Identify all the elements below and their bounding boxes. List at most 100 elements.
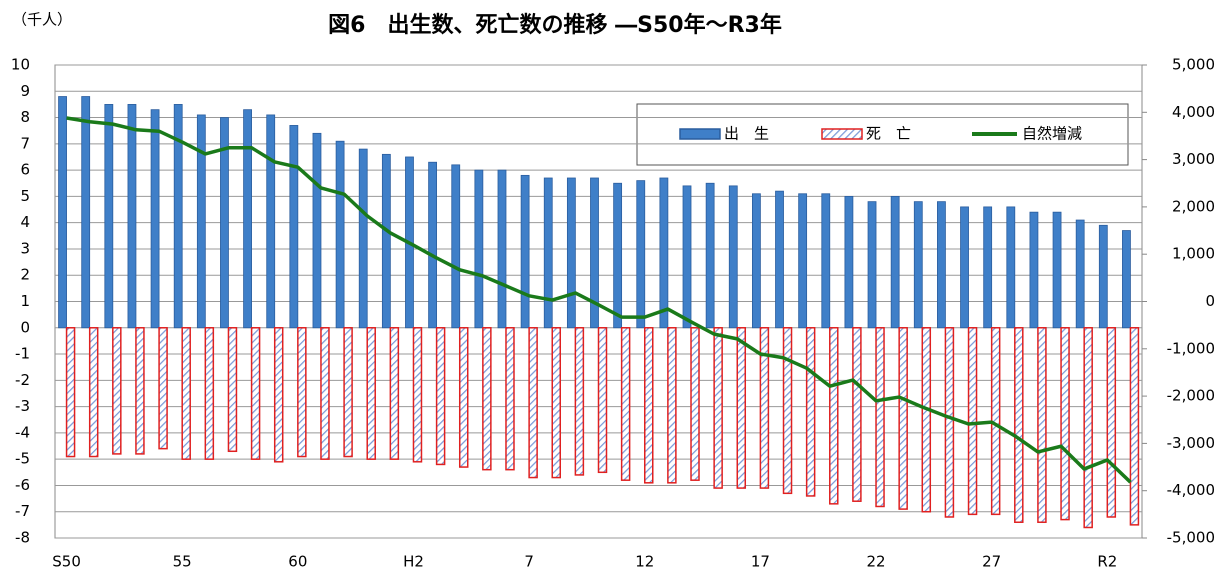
y-tick-label: 7 xyxy=(20,134,30,152)
bar xyxy=(320,327,330,460)
bar xyxy=(967,327,978,516)
bar xyxy=(474,169,484,329)
bar xyxy=(104,104,114,329)
bar xyxy=(566,177,576,329)
x-tick-label: 7 xyxy=(524,553,534,571)
bar xyxy=(127,104,137,329)
bar xyxy=(65,327,76,458)
y-tick-label: 1 xyxy=(20,292,30,310)
bar xyxy=(528,327,538,479)
bar xyxy=(805,327,816,497)
legend-label: 出 生 xyxy=(724,125,769,143)
x-tick-label: 60 xyxy=(288,553,307,571)
bar xyxy=(829,327,839,505)
bar xyxy=(266,114,276,329)
y2-tick-label: 4,000 xyxy=(1172,103,1215,121)
chart-title: 図6 出生数、死亡数の推移 ―S50年～R3年 xyxy=(328,12,782,38)
bar xyxy=(1037,327,1047,523)
bar xyxy=(412,327,423,463)
bar xyxy=(173,104,183,329)
y-tick-label: 4 xyxy=(20,213,30,231)
bar xyxy=(574,327,585,476)
y-axis-label: （千人） xyxy=(12,11,72,29)
bar xyxy=(759,327,770,489)
bar xyxy=(543,177,553,329)
bar xyxy=(620,327,631,481)
bar xyxy=(158,327,168,450)
bar xyxy=(1083,327,1093,529)
y-tick-label: 9 xyxy=(20,82,30,100)
line xyxy=(66,116,1132,484)
y2-tick-label: 0 xyxy=(1205,292,1215,310)
bar xyxy=(775,190,784,329)
bar xyxy=(682,185,692,329)
x-tick-label: S50 xyxy=(52,553,81,571)
bar xyxy=(482,327,492,471)
y2-tick-label: 3,000 xyxy=(1172,150,1215,168)
bar xyxy=(890,195,900,329)
bar xyxy=(381,153,391,329)
y-tick-label: -7 xyxy=(15,502,30,520)
y2-tick-label: -3,000 xyxy=(1167,434,1215,452)
y-tick-label: -3 xyxy=(15,397,30,415)
y2-tick-label: -2,000 xyxy=(1167,387,1215,405)
y2-tick-label: -1,000 xyxy=(1167,339,1215,357)
y-tick-label: -6 xyxy=(15,476,30,494)
bar xyxy=(243,109,252,329)
bar xyxy=(1098,224,1108,329)
bar xyxy=(844,195,854,329)
bar xyxy=(590,177,599,329)
x-tick-label: 12 xyxy=(635,553,654,571)
bar xyxy=(505,327,515,471)
bar xyxy=(613,182,623,329)
bar xyxy=(366,327,376,460)
y2-tick-label: 2,000 xyxy=(1172,197,1215,215)
bar xyxy=(852,327,862,502)
legend-swatch xyxy=(679,128,721,140)
bar xyxy=(1029,211,1039,329)
y-tick-label: 8 xyxy=(20,108,30,126)
bar xyxy=(960,206,969,329)
bar xyxy=(1106,327,1117,518)
bar xyxy=(297,327,307,458)
bar xyxy=(1006,206,1016,329)
bar xyxy=(798,193,808,329)
y2-tick-label: 1,000 xyxy=(1172,245,1215,263)
bar xyxy=(112,327,122,455)
y2-tick-label: -5,000 xyxy=(1167,529,1215,547)
bar xyxy=(458,327,469,468)
bar xyxy=(751,193,761,329)
bar xyxy=(181,327,191,460)
bar xyxy=(983,206,993,329)
bar xyxy=(913,201,923,329)
bar xyxy=(1052,211,1062,329)
x-tick-label: H2 xyxy=(403,553,424,571)
bar xyxy=(389,327,400,460)
bar xyxy=(227,327,238,453)
bar xyxy=(782,327,793,495)
bar xyxy=(135,327,145,455)
bar xyxy=(937,201,946,329)
bar xyxy=(1060,327,1070,521)
y-tick-label: -1 xyxy=(15,345,30,363)
bar xyxy=(713,327,723,489)
bar xyxy=(150,109,160,329)
y-tick-label: 2 xyxy=(20,266,30,284)
y-tick-label: -2 xyxy=(15,371,30,389)
bar xyxy=(597,327,608,474)
y2-tick-label: -4,000 xyxy=(1167,481,1215,499)
y-tick-label: 0 xyxy=(20,318,30,336)
x-tick-label: 22 xyxy=(866,553,885,571)
bar xyxy=(88,327,99,458)
legend-swatch xyxy=(821,128,863,140)
y-tick-label: 10 xyxy=(11,56,30,74)
y2-tick-label: 5,000 xyxy=(1172,56,1215,74)
bar xyxy=(220,117,229,329)
bar xyxy=(289,125,299,329)
bar xyxy=(343,327,353,458)
bar xyxy=(520,174,530,329)
bar xyxy=(1075,219,1085,329)
bar xyxy=(497,169,507,329)
bar xyxy=(435,327,446,466)
